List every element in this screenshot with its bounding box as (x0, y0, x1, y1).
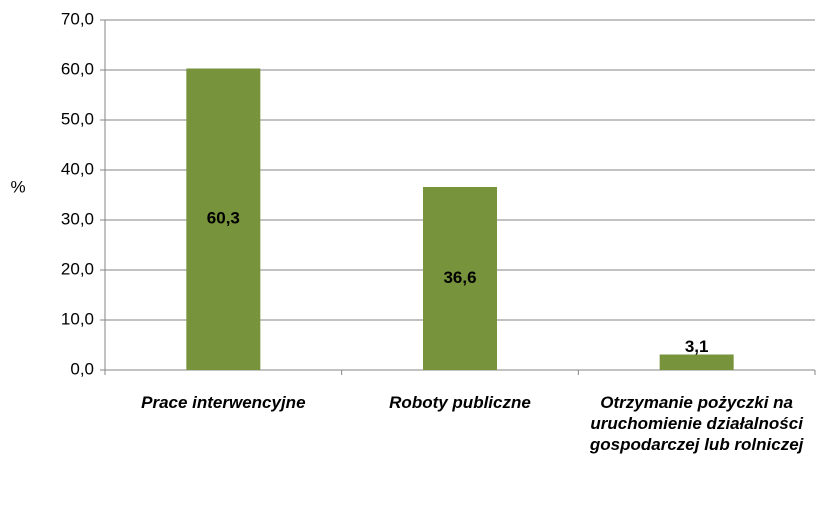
bar (423, 187, 497, 370)
y-axis-label: % (10, 177, 25, 196)
y-tick-label: 20,0 (61, 259, 94, 278)
y-tick-label: 30,0 (61, 209, 94, 228)
y-tick-label: 40,0 (61, 159, 94, 178)
x-tick-label: Roboty publiczne (389, 393, 531, 412)
y-tick-label: 50,0 (61, 109, 94, 128)
data-label: 36,6 (443, 268, 476, 287)
bar (659, 354, 734, 370)
y-tick-label: 0,0 (70, 359, 94, 378)
x-tick-label: Otrzymanie pożyczki na uruchomienie dzia… (589, 393, 804, 454)
bar (186, 68, 261, 370)
y-tick-label: 70,0 (61, 9, 94, 28)
y-tick-label: 10,0 (61, 309, 94, 328)
x-tick-label: Prace interwencyjne (141, 393, 306, 412)
y-tick-label: 60,0 (61, 59, 94, 78)
data-label: 3,1 (685, 337, 709, 356)
data-label: 60,3 (207, 209, 240, 228)
